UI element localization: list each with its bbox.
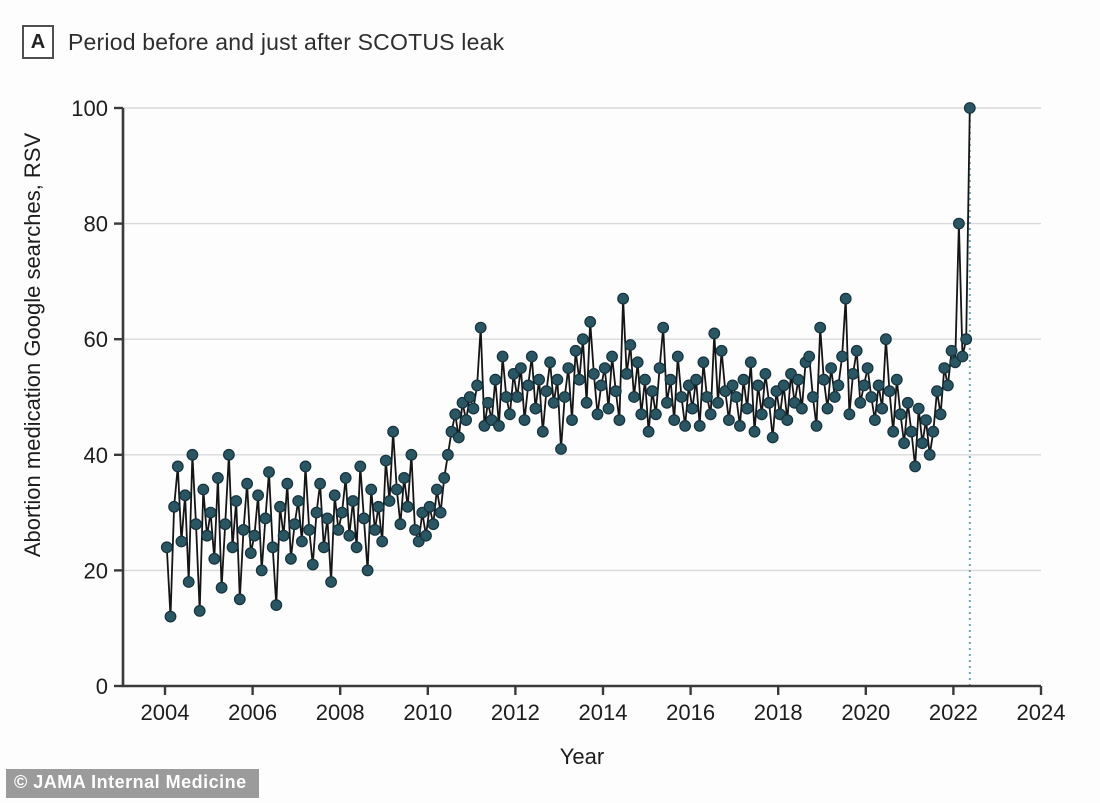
svg-text:20: 20 — [84, 558, 108, 583]
panel-title: Period before and just after SCOTUS leak — [68, 28, 505, 55]
watermark-jama: © JAMA Internal Medicine — [6, 769, 259, 798]
panel-header: A Period before and just after SCOTUS le… — [22, 25, 504, 59]
svg-text:80: 80 — [84, 212, 108, 237]
svg-text:2012: 2012 — [491, 700, 540, 725]
svg-text:2014: 2014 — [579, 700, 628, 725]
panel-label-badge: A — [22, 25, 54, 59]
x-tick-labels: 2004 2006 2008 2010 2012 2014 2016 2018 2020 2022… — [141, 686, 1066, 725]
y-tick-labels: 0 20 40 60 80 100 — [71, 96, 123, 699]
svg-text:2020: 2020 — [841, 700, 890, 725]
svg-text:2024: 2024 — [1017, 700, 1066, 725]
svg-text:2010: 2010 — [403, 700, 452, 725]
svg-text:2004: 2004 — [141, 700, 190, 725]
data-points — [160, 102, 976, 623]
x-axis-title: Year — [559, 744, 605, 769]
svg-text:2016: 2016 — [666, 700, 715, 725]
svg-text:40: 40 — [84, 443, 108, 468]
svg-text:2006: 2006 — [228, 700, 277, 725]
axes — [121, 108, 1041, 688]
svg-text:60: 60 — [84, 327, 108, 352]
svg-text:2018: 2018 — [754, 700, 803, 725]
svg-text:2008: 2008 — [316, 700, 365, 725]
svg-text:2022: 2022 — [929, 700, 978, 725]
svg-text:100: 100 — [71, 96, 108, 121]
svg-text:0: 0 — [96, 674, 108, 699]
